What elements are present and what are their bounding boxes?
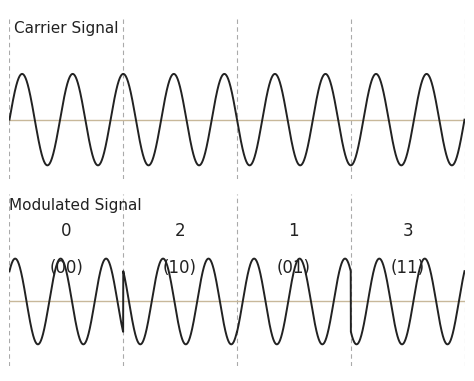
Text: 2: 2 [175,222,185,240]
Text: (00): (00) [49,259,83,277]
Text: 0: 0 [61,222,72,240]
Text: (10): (10) [163,259,197,277]
Text: (11): (11) [391,259,425,277]
Text: 1: 1 [289,222,299,240]
Text: 3: 3 [402,222,413,240]
Text: Carrier Signal: Carrier Signal [14,21,118,36]
Text: Modulated Signal: Modulated Signal [9,198,142,213]
Text: (01): (01) [277,259,311,277]
